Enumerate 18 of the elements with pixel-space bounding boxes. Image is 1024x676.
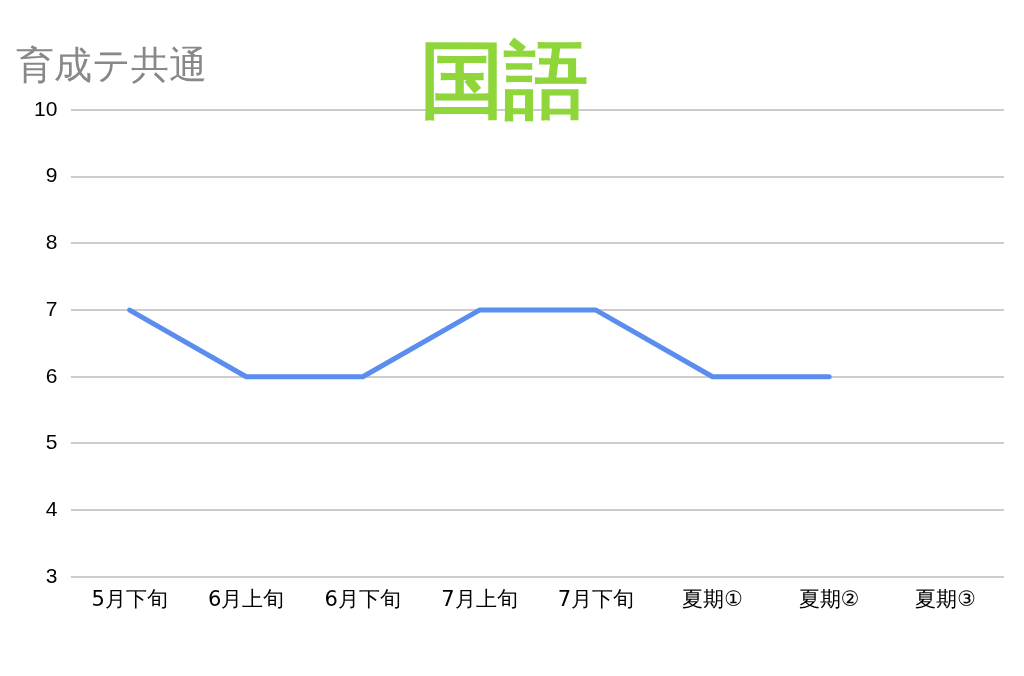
x-tick-label: 夏期② [798, 586, 860, 611]
y-tick-label: 7 [45, 296, 58, 320]
y-tick-label: 4 [45, 496, 58, 520]
x-tick-label: 7月下旬 [557, 586, 635, 611]
y-tick-label: 8 [45, 230, 58, 254]
x-tick-label: 6月上旬 [208, 586, 285, 611]
chart-title: 国語 [420, 30, 588, 131]
x-tick-label: 7月上旬 [441, 586, 518, 611]
x-tick-label: 夏期① [682, 586, 743, 611]
y-tick-label: 5 [45, 430, 58, 454]
y-tick-label: 9 [45, 163, 58, 187]
x-tick-label: 6月下旬 [324, 586, 401, 611]
x-tick-label: 夏期③ [915, 586, 977, 611]
y-tick-label: 3 [45, 563, 58, 587]
chart-subtitle: 育成テ共通 [16, 42, 207, 89]
y-tick-label: 10 [34, 96, 58, 120]
x-tick-label: 5月下旬 [91, 586, 168, 611]
y-tick-label: 6 [45, 363, 58, 387]
